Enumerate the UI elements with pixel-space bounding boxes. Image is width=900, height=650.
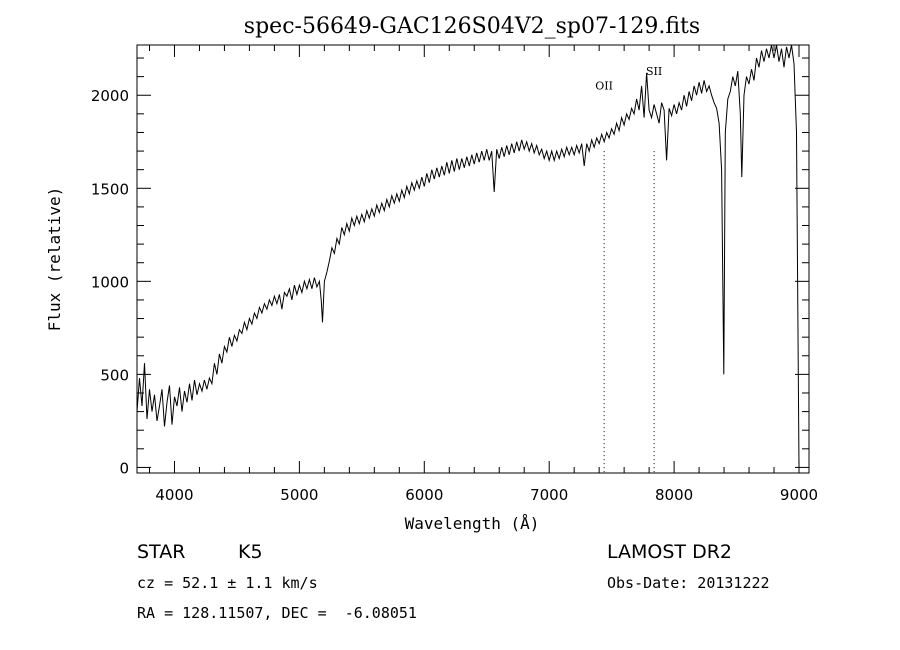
x-axis-label: Wavelength (Å) [405, 514, 540, 533]
redshift-text: cz = 52.1 ± 1.1 km/s [137, 574, 318, 592]
x-tick-label: 5000 [280, 486, 318, 504]
spectral-line-label: SII [646, 65, 662, 78]
chart-title: spec-56649-GAC126S04V2_sp07-129.fits [244, 14, 700, 39]
y-tick-label: 1000 [91, 273, 129, 291]
coordinates: RA = 128.11507, DEC = -6.08051 [137, 604, 417, 622]
spectral-line-label: OII [595, 80, 613, 93]
y-axis-label: Flux (relative) [45, 187, 64, 332]
x-tick-label: 6000 [405, 486, 443, 504]
x-tick-label: 8000 [655, 486, 693, 504]
x-tick-label: 4000 [155, 486, 193, 504]
obs-date: Obs-Date: 20131222 [607, 574, 770, 592]
y-tick-label: 0 [119, 459, 129, 477]
y-tick-label: 500 [100, 366, 129, 384]
y-tick-label: 2000 [91, 87, 129, 105]
object-subclass: K5 [238, 541, 263, 563]
x-tick-label: 7000 [530, 486, 568, 504]
y-tick-label: 1500 [91, 180, 129, 198]
object-class: STAR [137, 541, 186, 563]
plot-frame [136, 44, 810, 474]
x-tick-label: 9000 [780, 486, 818, 504]
spectral-line-markers: OII SII [595, 65, 662, 473]
axis-ticks: 4000 5000 6000 7000 8000 9000 0 500 1000 1500 2000 [91, 45, 818, 504]
spectrum-line [136, 44, 800, 468]
survey-name: LAMOST DR2 [607, 541, 732, 563]
